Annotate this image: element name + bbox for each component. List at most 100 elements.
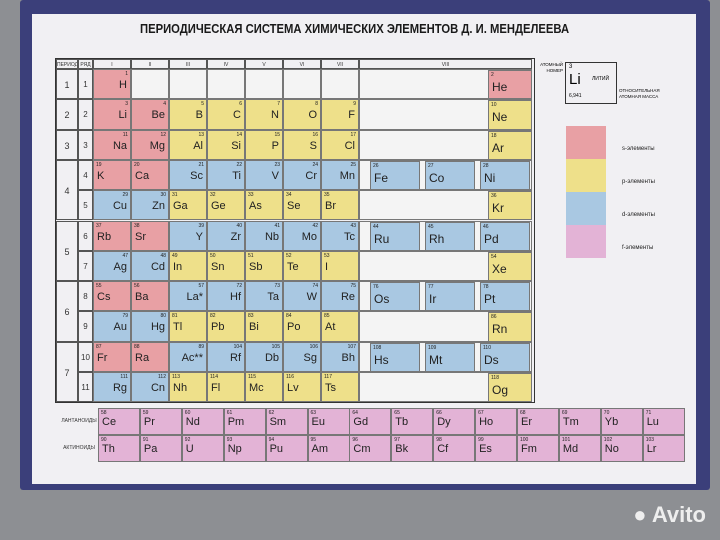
atomic-number: 100 [520,437,529,443]
element-symbol: Rb [97,230,112,243]
element-cell: 79 Au [93,311,131,342]
element-cell: 25 Mn [321,159,359,191]
header-row: РЯД [78,59,93,69]
element-symbol: Pm [227,416,245,428]
atomic-number: 112 [158,374,166,380]
atomic-number: 116 [286,374,294,380]
legend-swatch-p [566,159,606,192]
element-cell: 53 I [321,250,359,282]
atomic-number: 4 [163,101,166,108]
element-symbol: Bh [341,351,355,364]
element-symbol: Ds [484,352,499,367]
row-number: 2 [78,99,93,130]
element-symbol: Db [264,351,279,364]
element-cell: 20 Ca [131,159,169,191]
atomic-number: 105 [271,343,280,350]
element-symbol: Sm [269,416,287,428]
element-cell: 61 Pm [223,408,266,435]
atomic-number: 3 [125,101,128,108]
element-cell: 26 Fe [370,160,420,190]
period-number: 3 [56,129,78,160]
element-symbol: Np [227,443,242,455]
f-block: ЛАНТАНОИДЫ 58 Ce 59 Pr 60 Nd 61 Pm 62 Sm 63 Eu 64 Gd 65… [60,408,685,462]
atomic-number: 77 [428,284,434,291]
period-number: 1 [56,69,78,100]
element-cell: 60 Nd [181,408,224,435]
element-symbol: Bk [395,443,409,455]
atomic-number: 45 [428,223,434,230]
atomic-number: 17 [350,131,356,138]
element-cell: 102 No [600,435,643,462]
atomic-number: 54 [491,253,497,260]
element-cell: 83 Bi [245,311,283,342]
atomic-number: 41 [274,222,280,229]
atomic-number: 55 [96,283,102,290]
atomic-number: 2 [491,72,494,78]
atomic-number: 43 [350,222,356,229]
element-symbol: Nd [185,416,200,428]
atomic-number: 117 [324,374,332,380]
row-number: 8 [78,281,93,312]
element-cell: 33 As [245,190,283,221]
element-cell: 65 Tb [391,408,434,435]
element-symbol: Ac** [181,351,203,364]
element-cell: 112 Cn [131,372,169,403]
group-viii-cell: 54 Xe [359,250,532,282]
element-cell: 92 U [181,435,224,462]
element-symbol: F [348,109,355,122]
element-cell: 52 Te [283,250,321,282]
atomic-number: 11 [122,131,128,138]
group-viii-cell: 108 Hs 109 Mt 110 Ds [359,341,532,372]
element-symbol: Ca [135,169,150,182]
element-cell: 81 Tl [169,311,207,342]
element-cell: 22 Ti [207,159,245,191]
element-symbol: Lr [646,443,657,455]
atomic-number: 91 [142,437,149,443]
element-symbol: Cm [353,443,371,455]
element-symbol: N [271,109,279,122]
period-number: 2 [56,99,78,130]
element-cell: 93 Np [223,435,266,462]
group-viii-cell: 18 Ar [359,129,532,160]
atomic-number: 10 [491,102,497,109]
atomic-number: 25 [350,161,356,168]
element-symbol: Be [151,109,165,122]
atomic-number: 56 [134,283,140,290]
element-cell: 84 Po [283,311,321,342]
element-cell: 99 Es [475,435,518,462]
atomic-number: 88 [134,343,140,350]
atomic-number: 31 [172,192,178,199]
element-symbol: Ag [113,260,127,273]
element-cell: 55 Cs [93,281,131,312]
atomic-number: 89 [198,343,204,350]
header-group: VI [283,59,321,69]
element-cell: 48 Cd [131,250,169,282]
element-cell: 88 Ra [131,341,169,372]
element-cell: 82 Pb [207,311,245,342]
atomic-number: 110 [483,344,491,351]
element-symbol: Zn [152,200,165,213]
element-cell: 45 Rh [425,221,475,250]
atomic-number: 16 [312,131,318,138]
row-number: 1 [78,69,93,100]
atomic-number: 24 [312,161,318,168]
atomic-number: 103 [645,437,655,443]
element-cell: 57 La* [169,281,207,312]
element-symbol: H [119,79,127,91]
atomic-number: 97 [394,437,400,443]
element-symbol: Gd [353,416,369,428]
element-symbol: Kr [492,201,504,216]
atomic-number: 18 [491,132,497,139]
element-cell: 59 Pr [139,408,182,435]
element-symbol: Md [562,443,579,455]
atomic-number: 52 [286,252,292,259]
atomic-number: 71 [645,410,652,416]
atomic-number: 85 [324,313,330,320]
element-symbol: Ga [173,200,188,213]
element-cell: 23 V [245,159,283,191]
element-symbol: Pr [143,416,155,428]
element-symbol: Cd [150,260,165,273]
atomic-number: 5 [201,101,204,108]
